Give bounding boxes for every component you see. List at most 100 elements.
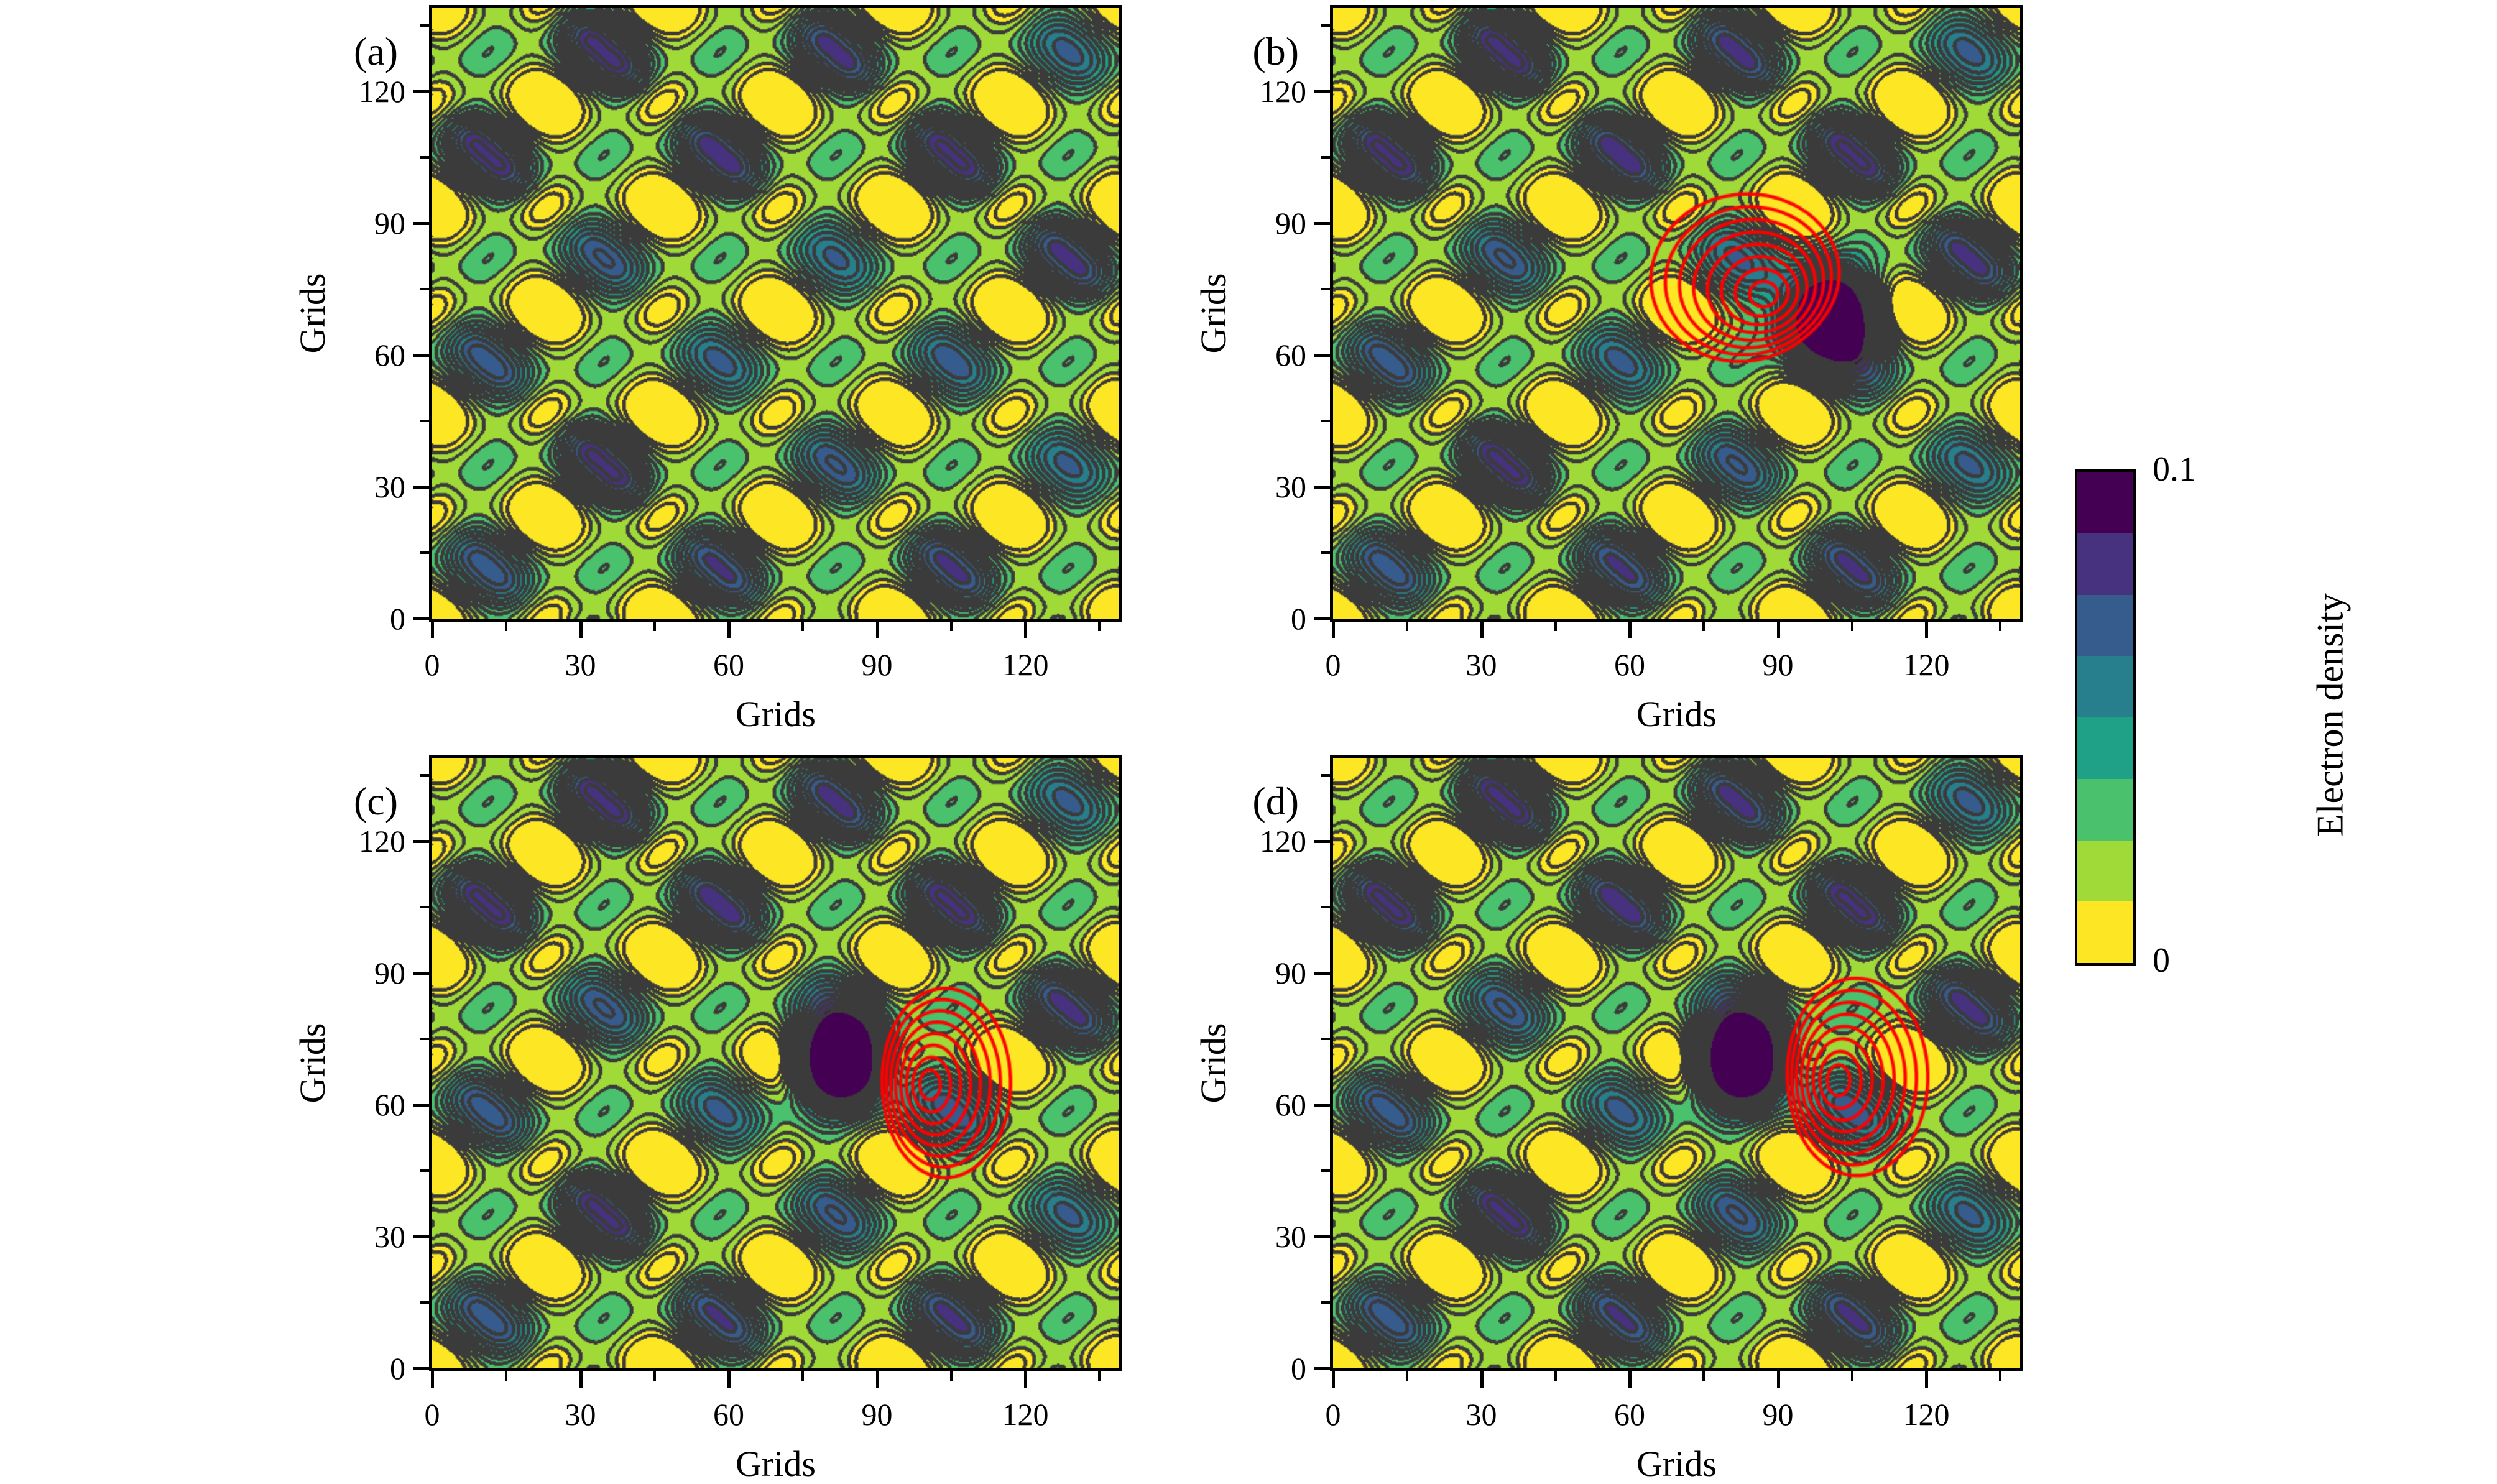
x-axis-label-c: Grids [736, 1444, 816, 1484]
x-tick-label: 30 [565, 647, 596, 682]
x-minor-tick [1098, 622, 1101, 631]
y-major-tick [1314, 485, 1330, 489]
x-minor-tick [801, 1371, 805, 1381]
y-major-tick [413, 1103, 429, 1107]
x-minor-tick [1850, 1371, 1853, 1381]
x-minor-tick [1702, 1371, 1705, 1381]
x-tick-label: 60 [713, 647, 744, 682]
x-axis-label-a: Grids [736, 694, 816, 734]
y-tick-label: 60 [1275, 1087, 1306, 1122]
x-major-tick [1332, 1371, 1335, 1388]
x-major-tick [1776, 622, 1780, 638]
y-major-tick [413, 1235, 429, 1238]
y-major-tick [413, 90, 429, 93]
contour-plot-b [1330, 5, 2023, 622]
y-major-tick [1314, 353, 1330, 357]
x-tick-label: 30 [1465, 1397, 1497, 1432]
y-minor-tick [420, 551, 429, 554]
y-minor-tick [1321, 1037, 1330, 1040]
panel-label-c: (c) [353, 779, 398, 823]
x-minor-tick [1702, 622, 1705, 631]
y-tick-label: 90 [374, 205, 405, 241]
x-major-tick [431, 1371, 434, 1388]
colorbar-title: Electron density [2309, 593, 2351, 837]
y-tick-label: 60 [374, 337, 405, 372]
x-minor-tick [1406, 1371, 1409, 1381]
y-major-tick [413, 353, 429, 357]
y-tick-label: 90 [374, 955, 405, 990]
x-minor-tick [1098, 1371, 1101, 1381]
y-major-tick [413, 839, 429, 843]
x-tick-label: 30 [1465, 647, 1497, 682]
x-major-tick [727, 1371, 731, 1388]
colorbar-segment [2077, 840, 2133, 902]
y-major-tick [413, 617, 429, 620]
x-tick-label: 120 [1002, 647, 1049, 682]
colorbar-gradient [2075, 469, 2136, 966]
x-minor-tick [653, 622, 656, 631]
y-minor-tick [420, 1169, 429, 1172]
x-minor-tick [801, 622, 805, 631]
y-minor-tick [420, 419, 429, 422]
x-major-tick [1925, 622, 1928, 638]
colorbar-segment [2077, 594, 2133, 657]
y-tick-label: 120 [1260, 73, 1306, 109]
y-minor-tick [420, 1037, 429, 1040]
x-major-tick [727, 622, 731, 638]
y-major-tick [413, 1367, 429, 1370]
y-minor-tick [420, 24, 429, 27]
panel-label-b: (b) [1252, 29, 1299, 73]
y-tick-label: 60 [1275, 337, 1306, 372]
y-major-tick [1314, 971, 1330, 975]
y-tick-label: 30 [374, 469, 405, 504]
x-tick-label: 120 [1903, 1397, 1950, 1432]
x-tick-label: 60 [1614, 1397, 1645, 1432]
contour-plot-a [429, 5, 1122, 622]
colorbar-segment [2077, 778, 2133, 841]
y-tick-label: 0 [390, 1351, 405, 1386]
panel-label-d: (d) [1252, 779, 1299, 823]
colorbar-segment [2077, 717, 2133, 779]
y-major-tick [1314, 1103, 1330, 1107]
y-tick-label: 0 [1291, 1351, 1306, 1386]
x-minor-tick [1850, 622, 1853, 631]
y-tick-label: 30 [1275, 469, 1306, 504]
x-minor-tick [1406, 622, 1409, 631]
y-tick-label: 0 [390, 601, 405, 636]
x-minor-tick [1999, 622, 2002, 631]
x-major-tick [1628, 1371, 1632, 1388]
y-minor-tick [1321, 905, 1330, 908]
colorbar-min-label: 0 [2153, 941, 2170, 980]
y-tick-label: 90 [1275, 205, 1306, 241]
x-tick-label: 0 [424, 647, 440, 682]
y-minor-tick [1321, 419, 1330, 422]
y-major-tick [1314, 1235, 1330, 1238]
x-axis-label-d: Grids [1636, 1444, 1717, 1484]
x-minor-tick [653, 1371, 656, 1381]
y-tick-label: 120 [1260, 823, 1306, 859]
colorbar-segment [2077, 472, 2133, 533]
x-minor-tick [505, 1371, 508, 1381]
x-tick-label: 30 [565, 1397, 596, 1432]
y-tick-label: 0 [1291, 601, 1306, 636]
x-major-tick [1480, 1371, 1484, 1388]
x-tick-label: 60 [713, 1397, 744, 1432]
y-tick-label: 90 [1275, 955, 1306, 990]
x-tick-label: 120 [1903, 647, 1950, 682]
y-tick-label: 120 [359, 823, 405, 859]
x-minor-tick [1999, 1371, 2002, 1381]
y-minor-tick [1321, 155, 1330, 159]
x-minor-tick [949, 1371, 953, 1381]
contour-plot-c [429, 755, 1122, 1371]
y-minor-tick [1321, 287, 1330, 290]
x-major-tick [1480, 622, 1484, 638]
x-minor-tick [1554, 1371, 1557, 1381]
y-major-tick [413, 221, 429, 225]
x-major-tick [579, 1371, 583, 1388]
colorbar-segment [2077, 656, 2133, 717]
y-major-tick [1314, 617, 1330, 620]
x-tick-label: 0 [424, 1397, 440, 1432]
y-minor-tick [420, 905, 429, 908]
x-tick-label: 120 [1002, 1397, 1049, 1432]
